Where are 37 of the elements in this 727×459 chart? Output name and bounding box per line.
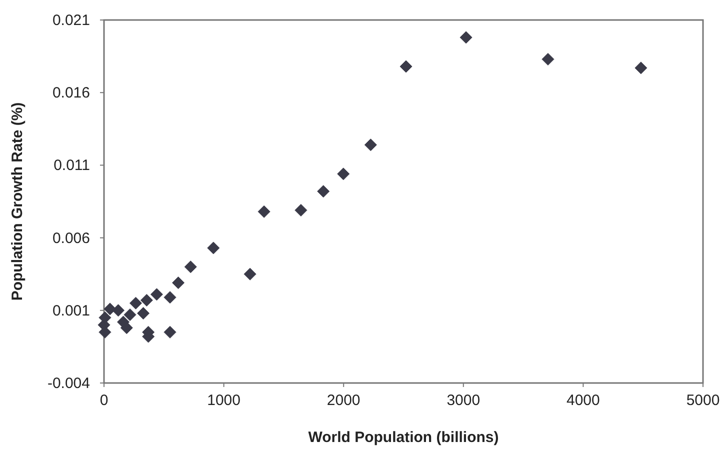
x-tick-label: 0 <box>100 392 108 409</box>
y-tick-label: 0.006 <box>52 230 90 247</box>
point <box>104 302 116 316</box>
point <box>460 31 472 44</box>
point <box>258 205 270 218</box>
point <box>244 268 256 280</box>
point <box>207 242 220 254</box>
point <box>294 204 308 216</box>
x-tick-label: 3000 <box>446 392 480 409</box>
y-tick-label: 0.011 <box>54 157 90 174</box>
point <box>129 296 142 310</box>
point <box>164 291 176 304</box>
point <box>184 260 197 274</box>
x-axis-title: World Population (billions) <box>308 429 499 446</box>
x-tick-label: 2000 <box>326 392 360 409</box>
y-tick-label: 0.021 <box>52 12 90 29</box>
y-tick-label: -0.004 <box>47 375 90 392</box>
x-tick-label: 5000 <box>686 392 720 409</box>
point <box>364 138 377 152</box>
y-axis-title: Population Growth Rate (%) <box>9 102 26 301</box>
point <box>140 294 153 306</box>
point <box>120 322 133 334</box>
x-tick-label: 4000 <box>566 392 600 409</box>
point <box>150 288 163 301</box>
x-tick-label: 1000 <box>207 392 240 409</box>
point <box>400 60 412 73</box>
y-tick-label: 0.016 <box>52 84 90 102</box>
point <box>317 185 330 198</box>
point <box>634 62 648 74</box>
point <box>337 168 350 180</box>
point <box>542 52 554 66</box>
point <box>164 326 176 338</box>
y-tick-label: 0.001 <box>52 302 90 320</box>
point <box>137 307 150 320</box>
point <box>124 308 136 322</box>
point <box>112 304 125 317</box>
point <box>172 276 185 290</box>
